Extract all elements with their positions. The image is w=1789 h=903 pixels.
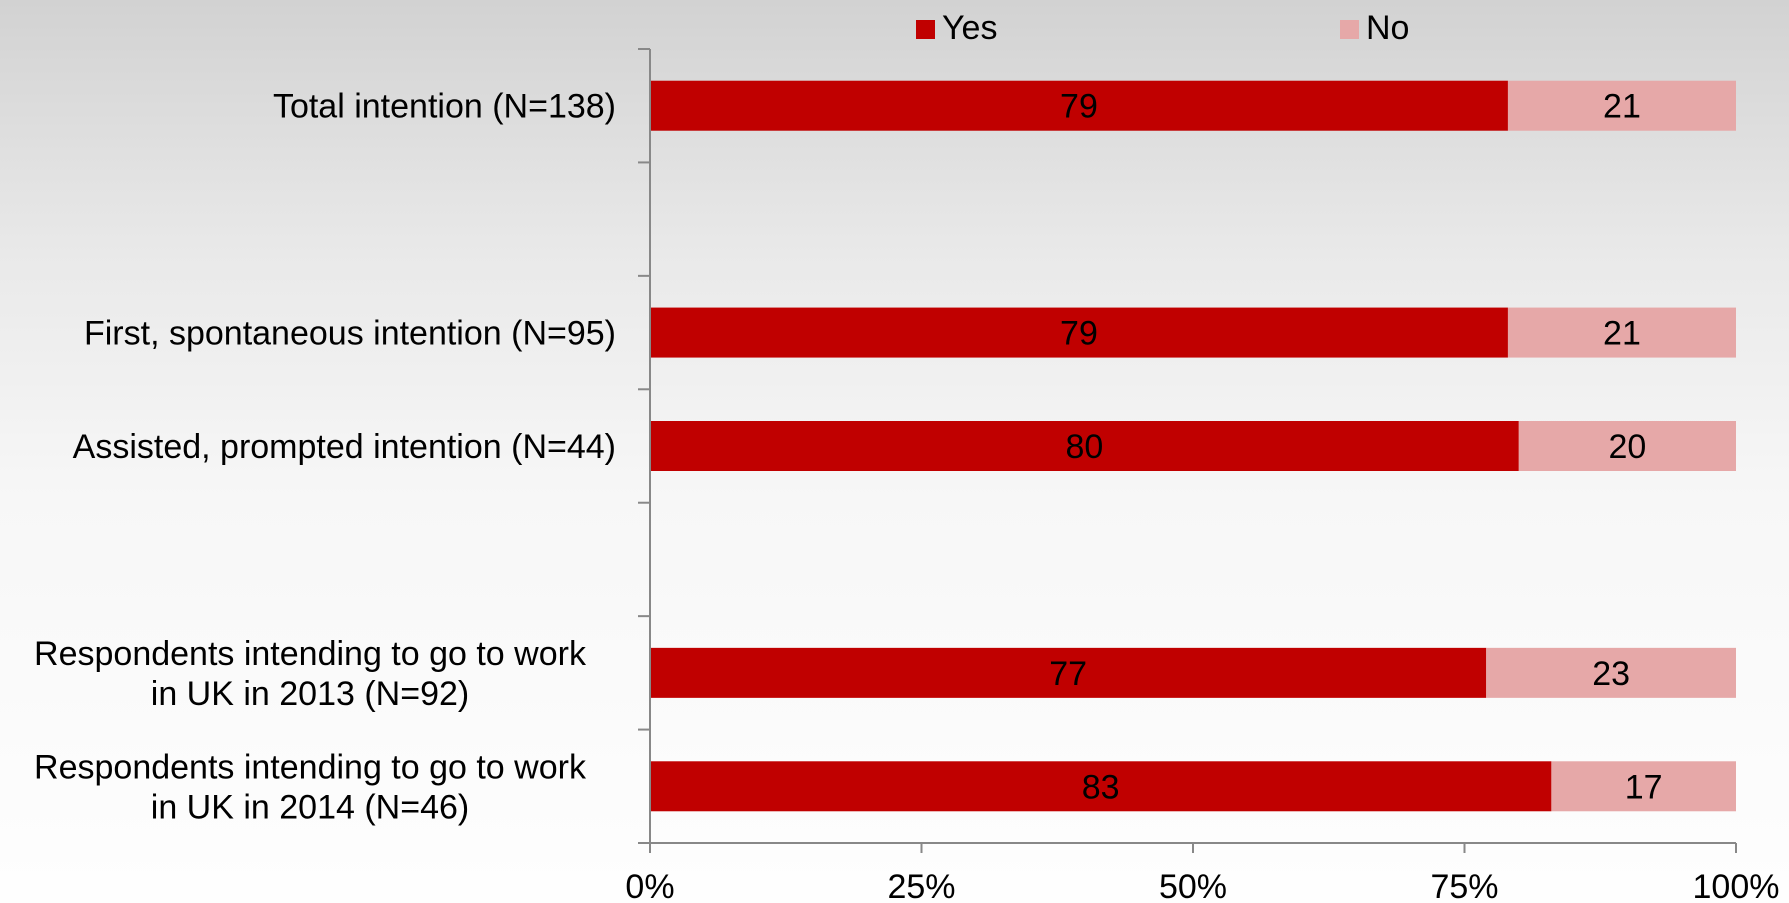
value-label-yes-5: 77	[1049, 655, 1087, 693]
value-label-no-5: 23	[1592, 655, 1630, 693]
value-label-yes-2: 79	[1060, 315, 1098, 353]
bar-no-3	[1518, 421, 1736, 471]
bars: 79 21 79 21 80 20 77 23 83 17	[650, 80, 1736, 812]
legend-swatch-no	[1340, 20, 1359, 39]
value-label-yes-6: 83	[1082, 768, 1120, 806]
x-tick-label-4: 100%	[1693, 868, 1780, 903]
bar-yes-3	[650, 421, 1519, 471]
x-tick-label-3: 75%	[1430, 868, 1498, 903]
bar-no-2	[1507, 307, 1736, 358]
value-label-yes-3: 80	[1065, 428, 1103, 466]
category-label-2: First, spontaneous intention (N=95)	[84, 315, 616, 353]
category-label-6-line-0: Respondents intending to go to work	[34, 748, 587, 786]
legend-label-no: No	[1366, 9, 1409, 47]
bar-no-5	[1486, 647, 1736, 698]
value-label-no-2: 21	[1603, 315, 1641, 353]
legend-label-yes: Yes	[942, 9, 997, 47]
bar-yes-2	[650, 307, 1508, 358]
value-label-no-6: 17	[1625, 768, 1663, 806]
bar-yes-5	[650, 647, 1487, 698]
category-label-0: Total intention (N=138)	[273, 88, 616, 126]
x-tick-label-1: 25%	[887, 868, 955, 903]
value-label-no-3: 20	[1608, 428, 1646, 466]
value-label-no-0: 21	[1603, 88, 1641, 126]
category-label-5-line-1: in UK in 2013 (N=92)	[151, 675, 469, 713]
x-tick-label-2: 50%	[1159, 868, 1227, 903]
axes: Total intention (N=138) First, spontaneou…	[34, 48, 1780, 903]
bar-yes-0	[650, 80, 1508, 131]
x-tick-label-0: 0%	[625, 868, 674, 903]
category-label-6-line-1: in UK in 2014 (N=46)	[151, 788, 469, 826]
bar-no-0	[1507, 80, 1736, 131]
category-label-5-line-0: Respondents intending to go to work	[34, 635, 587, 673]
legend-swatch-yes	[916, 20, 935, 39]
value-label-yes-0: 79	[1060, 88, 1098, 126]
bar-no-6	[1551, 761, 1736, 812]
bar-yes-6	[650, 761, 1552, 812]
legend: Yes No	[916, 9, 1409, 47]
category-label-3: Assisted, prompted intention (N=44)	[73, 428, 616, 466]
